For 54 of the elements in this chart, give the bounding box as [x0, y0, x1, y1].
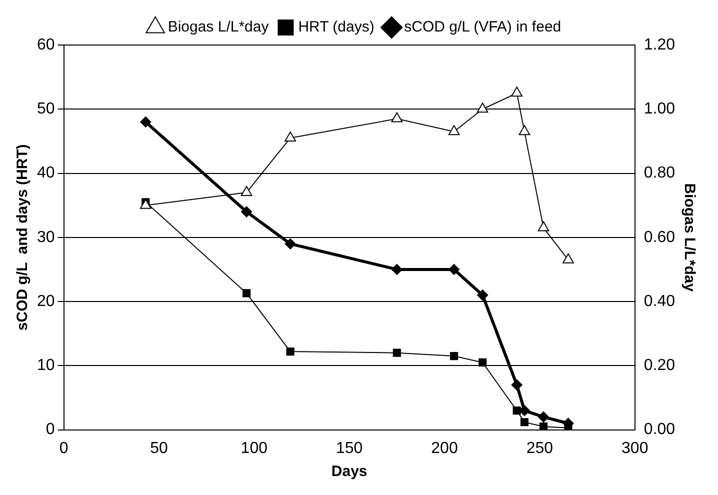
point [284, 131, 296, 142]
point [140, 116, 152, 128]
x-tick-label: 250 [526, 440, 554, 457]
x-tick-label: 300 [622, 440, 648, 457]
point [477, 290, 488, 301]
point [450, 352, 458, 360]
x-tick-label: 50 [150, 440, 168, 457]
y2-tick-label: 1.00 [644, 100, 676, 118]
x-axis-title: Days [331, 463, 368, 480]
point [538, 411, 549, 422]
y-tick-label: 10 [37, 357, 55, 374]
y-tick-label: 30 [37, 228, 55, 246]
y2-tick-label: 0.20 [644, 357, 676, 374]
legend-label: sCOD g/L (VFA) in feed [404, 18, 562, 36]
point [564, 424, 572, 430]
y-axis-title: sCOD g/L and days (HRT) [14, 144, 32, 331]
legend-label: Biogas L/L*day [168, 18, 270, 36]
y-tick-label: 20 [37, 292, 55, 310]
x-tick-label: 0 [59, 440, 68, 457]
point [240, 186, 252, 196]
point [286, 348, 294, 356]
point [391, 112, 403, 122]
point [448, 264, 460, 275]
y-tick-label: 60 [37, 36, 55, 54]
point [242, 289, 251, 298]
x-tick-label: 100 [240, 440, 268, 457]
point [478, 358, 487, 366]
point [391, 264, 402, 275]
point [140, 198, 152, 209]
point [284, 238, 296, 250]
x-tick-label: 200 [431, 440, 458, 457]
y2-tick-label: 0.80 [644, 164, 676, 182]
x-tick-label: 150 [336, 440, 363, 457]
point [476, 102, 488, 113]
y-tick-label: 40 [37, 164, 55, 182]
y-tick-label: 50 [37, 100, 55, 118]
legend-label: HRT (days) [298, 18, 374, 36]
point [518, 125, 530, 136]
point [539, 422, 548, 430]
point [520, 418, 528, 426]
point [241, 206, 252, 218]
point [512, 406, 521, 415]
y2-axis-title: Biogas L/L*day [680, 183, 698, 292]
point [538, 221, 550, 232]
y2-tick-label: 0.40 [644, 292, 676, 310]
y2-tick-label: 1.20 [644, 36, 676, 54]
point [511, 379, 522, 390]
y2-tick-label: 0.60 [644, 228, 676, 246]
y2-tick-label: 0.00 [644, 421, 676, 438]
y-tick-label: 0 [46, 421, 55, 438]
point [511, 86, 523, 97]
point [392, 348, 401, 357]
point [562, 253, 574, 264]
point [448, 125, 460, 136]
